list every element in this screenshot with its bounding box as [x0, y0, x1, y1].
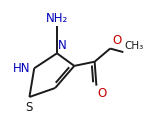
- Text: NH₂: NH₂: [46, 12, 68, 25]
- Text: O: O: [98, 87, 107, 100]
- Text: HN: HN: [13, 62, 31, 75]
- Text: O: O: [112, 34, 121, 47]
- Text: N: N: [58, 39, 67, 52]
- Text: S: S: [26, 101, 33, 114]
- Text: CH₃: CH₃: [125, 41, 144, 51]
